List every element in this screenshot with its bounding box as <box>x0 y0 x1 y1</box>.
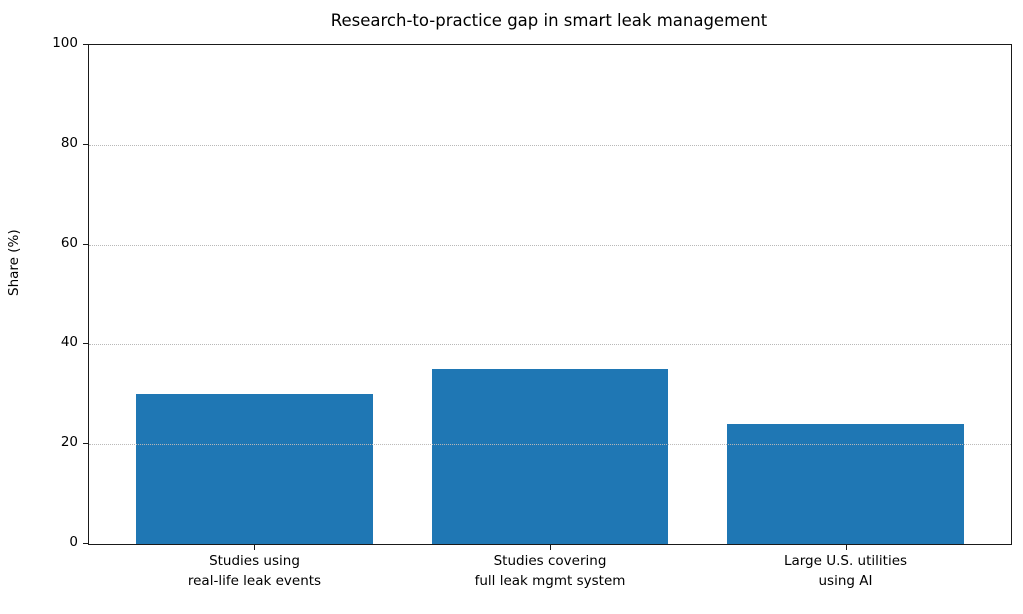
y-tick-mark <box>83 143 88 145</box>
x-tick-label: Large U.S. utilities using AI <box>783 553 908 589</box>
y-tick-mark <box>83 243 88 245</box>
y-axis-label-text: Share (%) <box>6 229 22 296</box>
plot-area <box>88 44 1012 545</box>
bar <box>727 424 964 544</box>
y-tick-label: 100 <box>52 35 78 51</box>
gridline <box>89 444 1011 446</box>
y-tick-mark <box>83 44 88 45</box>
x-tick-mark <box>845 545 847 550</box>
x-tick-mark <box>254 545 256 550</box>
gridline <box>89 244 1011 246</box>
y-tick-label: 0 <box>69 534 78 550</box>
gridline <box>89 344 1011 346</box>
gridline <box>89 144 1011 146</box>
x-tick-label: Studies covering full leak mgmt system <box>474 553 626 589</box>
y-tick-label: 20 <box>60 434 78 451</box>
y-tick-mark <box>83 543 88 544</box>
x-tick-label: Studies using real-life leak events <box>187 553 322 589</box>
y-tick-mark <box>83 443 88 445</box>
bar <box>136 394 373 544</box>
y-tick-label: 80 <box>60 134 78 151</box>
x-tick-mark <box>550 545 551 550</box>
y-tick-mark <box>83 343 88 345</box>
y-tick-label: 60 <box>60 234 78 251</box>
y-tick-label: 40 <box>60 334 78 351</box>
bar <box>431 369 669 544</box>
chart-title: Research-to-practice gap in smart leak m… <box>330 11 768 30</box>
